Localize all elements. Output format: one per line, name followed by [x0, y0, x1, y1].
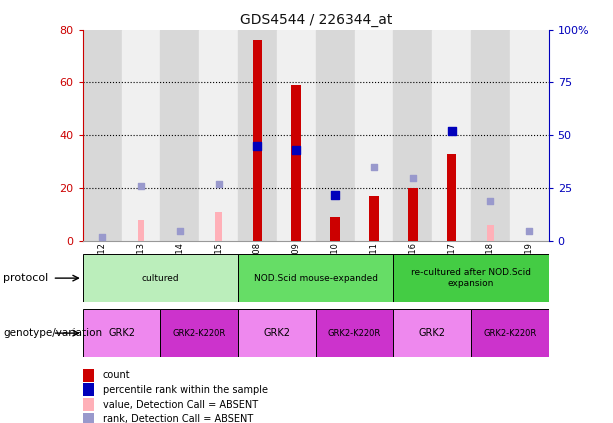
Bar — [83, 383, 94, 396]
Bar — [199, 30, 238, 241]
Bar — [369, 196, 379, 241]
Point — [175, 227, 185, 234]
Bar — [330, 217, 340, 241]
Point — [214, 181, 224, 187]
Bar — [432, 30, 471, 241]
Point — [524, 227, 534, 234]
Bar — [447, 154, 457, 241]
Text: count: count — [103, 370, 131, 380]
Bar — [137, 220, 145, 241]
Bar — [277, 30, 316, 241]
Bar — [121, 30, 161, 241]
Bar — [253, 40, 262, 241]
Point — [330, 191, 340, 198]
Bar — [408, 188, 417, 241]
Point — [369, 164, 379, 170]
Bar — [487, 225, 494, 241]
Bar — [394, 30, 432, 241]
Bar — [83, 398, 94, 411]
Bar — [161, 30, 199, 241]
Text: protocol: protocol — [3, 273, 48, 283]
Bar — [83, 413, 94, 423]
Bar — [471, 30, 510, 241]
Text: GRK2-K220R: GRK2-K220R — [328, 329, 381, 338]
Text: GRK2-K220R: GRK2-K220R — [173, 329, 226, 338]
Point — [447, 128, 457, 135]
Text: GRK2: GRK2 — [264, 328, 291, 338]
Bar — [354, 30, 394, 241]
Point — [485, 198, 495, 204]
Bar — [238, 309, 316, 357]
Text: value, Detection Call = ABSENT: value, Detection Call = ABSENT — [103, 400, 258, 409]
Text: GRK2-K220R: GRK2-K220R — [483, 329, 536, 338]
Bar — [83, 30, 121, 241]
Bar — [316, 30, 354, 241]
Text: rank, Detection Call = ABSENT: rank, Detection Call = ABSENT — [103, 415, 253, 423]
Bar — [316, 309, 394, 357]
Bar — [161, 309, 238, 357]
Text: GRK2: GRK2 — [108, 328, 135, 338]
Bar — [83, 309, 161, 357]
Point — [408, 174, 417, 181]
Bar — [510, 30, 549, 241]
Text: genotype/variation: genotype/variation — [3, 328, 102, 338]
Bar — [83, 368, 94, 382]
Bar — [394, 309, 471, 357]
Point — [136, 183, 146, 190]
Bar — [215, 212, 222, 241]
Bar — [83, 254, 238, 302]
Bar — [238, 254, 394, 302]
Text: re-cultured after NOD.Scid
expansion: re-cultured after NOD.Scid expansion — [411, 269, 531, 288]
Text: cultured: cultured — [142, 274, 179, 283]
Text: NOD.Scid mouse-expanded: NOD.Scid mouse-expanded — [254, 274, 378, 283]
Text: GRK2: GRK2 — [419, 328, 446, 338]
Bar — [291, 85, 301, 241]
Point — [291, 147, 301, 154]
Point — [253, 143, 262, 149]
Bar — [238, 30, 277, 241]
Bar — [394, 254, 549, 302]
Point — [97, 233, 107, 240]
Text: percentile rank within the sample: percentile rank within the sample — [103, 385, 268, 395]
Title: GDS4544 / 226344_at: GDS4544 / 226344_at — [240, 13, 392, 27]
Bar — [471, 309, 549, 357]
